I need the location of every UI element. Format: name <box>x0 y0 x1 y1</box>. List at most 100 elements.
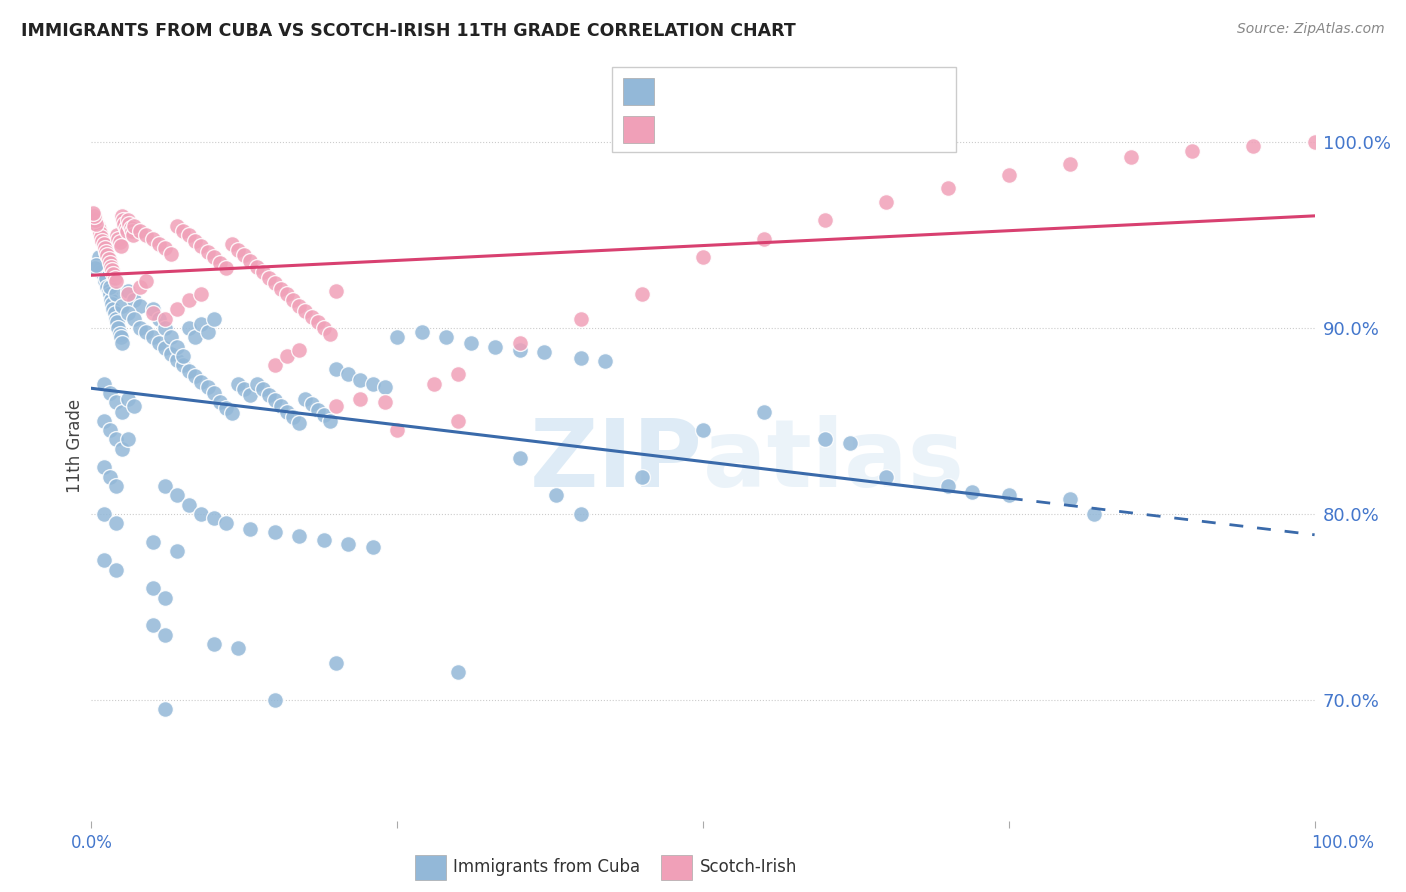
Point <box>239 522 262 536</box>
Point <box>337 536 360 550</box>
Point <box>546 488 568 502</box>
Point <box>122 311 145 326</box>
Point <box>202 311 225 326</box>
Text: Immigrants from Cuba: Immigrants from Cuba <box>453 858 640 876</box>
Point <box>98 280 121 294</box>
Point <box>135 275 157 289</box>
Point <box>252 382 274 396</box>
Point <box>108 326 131 341</box>
Point <box>107 232 129 246</box>
Point <box>160 347 183 361</box>
Text: Scotch-Irish: Scotch-Irish <box>700 858 797 876</box>
Point <box>533 345 555 359</box>
Point <box>221 237 243 252</box>
Point <box>202 250 225 264</box>
Point <box>264 525 287 540</box>
Point <box>252 265 274 279</box>
Text: 0.0%: 0.0% <box>70 834 112 852</box>
Point <box>374 380 396 394</box>
Point <box>166 219 188 233</box>
Point <box>93 237 115 252</box>
Point <box>94 270 117 285</box>
Point <box>936 479 959 493</box>
Point <box>118 217 141 231</box>
Point <box>509 335 531 350</box>
Point <box>319 414 342 428</box>
Point <box>349 373 371 387</box>
Point <box>631 287 654 301</box>
Point <box>226 376 249 391</box>
Point <box>148 335 170 350</box>
Point <box>98 423 121 437</box>
Point <box>179 293 201 307</box>
Point <box>84 217 107 231</box>
Point <box>94 275 117 289</box>
Point <box>122 219 145 233</box>
Point <box>361 541 384 555</box>
Point <box>129 224 152 238</box>
Point <box>117 213 139 227</box>
Point <box>153 591 176 605</box>
Point <box>117 284 139 298</box>
Point <box>190 239 212 253</box>
Text: R =: R = <box>662 113 702 131</box>
Point <box>93 268 115 283</box>
Point <box>239 388 262 402</box>
Point <box>325 361 347 376</box>
Point <box>141 330 163 344</box>
Point <box>1181 145 1204 159</box>
Point <box>111 404 134 418</box>
Point <box>264 358 287 372</box>
Point <box>215 261 238 276</box>
Point <box>87 222 110 236</box>
Point <box>875 194 898 209</box>
Point <box>148 311 170 326</box>
Point <box>172 349 194 363</box>
Text: -0.212: -0.212 <box>704 76 769 94</box>
Point <box>114 220 136 235</box>
Point <box>83 210 105 224</box>
Point <box>838 436 860 450</box>
Point <box>264 693 287 707</box>
Point <box>98 386 121 401</box>
Point <box>245 376 267 391</box>
Y-axis label: 11th Grade: 11th Grade <box>66 399 84 493</box>
Point <box>374 395 396 409</box>
Point <box>814 433 837 447</box>
Point <box>100 260 122 274</box>
Point <box>184 369 207 384</box>
Point <box>141 581 163 595</box>
Text: 0.355: 0.355 <box>704 113 768 131</box>
Point <box>361 376 384 391</box>
Point <box>129 280 152 294</box>
Point <box>153 321 176 335</box>
Point <box>172 224 194 238</box>
Point <box>202 386 225 401</box>
Point <box>270 399 292 413</box>
Point <box>90 265 112 279</box>
Point <box>98 287 121 301</box>
Point <box>325 399 347 413</box>
Point <box>270 282 292 296</box>
Point <box>509 343 531 358</box>
Point <box>108 235 131 250</box>
Point <box>998 488 1021 502</box>
Point <box>94 244 117 259</box>
Point <box>141 306 163 320</box>
Point <box>245 260 267 274</box>
Point <box>91 234 114 248</box>
Point <box>97 252 120 267</box>
Point <box>1059 491 1081 506</box>
Text: 100.0%: 100.0% <box>1312 834 1374 852</box>
Text: ZIP: ZIP <box>530 415 703 507</box>
Point <box>1243 138 1265 153</box>
Point <box>294 304 316 318</box>
Point <box>111 210 134 224</box>
Point <box>111 335 134 350</box>
Point <box>312 321 335 335</box>
Point <box>111 442 134 456</box>
Point <box>312 533 335 547</box>
Point <box>754 404 776 418</box>
Point <box>301 397 323 411</box>
Point <box>411 325 433 339</box>
